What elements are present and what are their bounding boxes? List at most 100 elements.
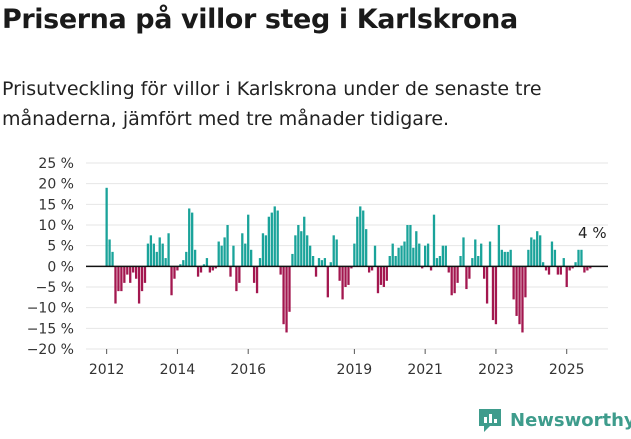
bar — [500, 249, 503, 267]
bar — [335, 239, 338, 267]
bar — [129, 266, 132, 283]
bar — [238, 266, 241, 283]
bar — [474, 239, 477, 267]
bar — [503, 251, 506, 267]
newsworthy-chart-icon — [479, 409, 501, 432]
bar — [258, 258, 262, 267]
x-tick-label: 2014 — [160, 362, 196, 378]
y-tick-label: −10 % — [27, 301, 74, 317]
bar — [388, 256, 391, 267]
bar — [264, 235, 268, 267]
bar — [524, 266, 527, 298]
bar — [196, 266, 200, 277]
y-tick-label: 5 % — [47, 239, 74, 255]
bar — [471, 258, 474, 267]
bar — [418, 243, 421, 267]
bar — [137, 266, 141, 304]
bar — [317, 258, 321, 267]
bar — [294, 235, 297, 267]
bar — [553, 249, 557, 267]
bar — [279, 266, 282, 275]
bar — [161, 243, 164, 267]
bar — [385, 266, 388, 281]
y-tick-label: −15 % — [27, 321, 74, 337]
y-tick-label: 10 % — [38, 218, 74, 234]
bar — [350, 266, 353, 269]
bar — [518, 266, 521, 325]
bar — [497, 225, 501, 267]
bar — [108, 239, 111, 267]
bar — [533, 239, 536, 267]
bar — [586, 266, 589, 271]
bar — [193, 249, 197, 267]
bar — [589, 266, 592, 269]
bar — [291, 253, 294, 267]
bar — [391, 243, 394, 267]
bar — [164, 258, 167, 267]
bar — [105, 187, 108, 267]
bar — [314, 266, 318, 277]
bar — [370, 266, 374, 271]
bar — [320, 260, 324, 267]
bar — [468, 266, 471, 279]
bar — [373, 245, 377, 267]
bar — [447, 266, 450, 273]
bar — [208, 266, 212, 273]
bar — [353, 243, 356, 267]
bar — [270, 212, 273, 267]
y-tick-label: −20 % — [27, 342, 74, 358]
bar — [140, 266, 144, 292]
bar — [132, 266, 135, 273]
bar — [220, 245, 223, 267]
bar — [397, 247, 400, 267]
bar — [344, 266, 347, 287]
bar — [544, 266, 548, 271]
bar — [365, 229, 368, 267]
bar — [438, 256, 442, 267]
bar — [285, 266, 288, 333]
bar — [506, 251, 509, 267]
bar — [376, 266, 380, 294]
bar — [583, 266, 586, 273]
bar — [424, 245, 427, 267]
bar — [134, 266, 138, 279]
bar — [426, 243, 430, 267]
bar — [547, 266, 551, 275]
bar — [444, 245, 447, 267]
brand-name: Newsworthy — [510, 409, 631, 431]
bar — [188, 208, 191, 267]
bar — [421, 266, 424, 269]
bar — [568, 266, 571, 271]
bar — [453, 266, 456, 294]
bar — [267, 216, 270, 267]
bar — [252, 266, 256, 283]
bar — [574, 262, 577, 267]
bar — [459, 256, 462, 267]
bar-chart: 25 % 20 % 15 % 10 % 5 % 0 % −5 % −10 % −15 % −20 … — [27, 156, 608, 378]
bar — [462, 237, 465, 267]
bar — [288, 266, 291, 312]
bar — [409, 225, 412, 267]
bar — [367, 266, 371, 273]
bar — [432, 214, 436, 267]
x-tick-label: 2025 — [549, 362, 585, 378]
bar — [530, 237, 533, 267]
bar — [155, 251, 158, 267]
bar — [527, 249, 530, 267]
bar — [182, 260, 185, 267]
bar — [412, 247, 415, 267]
bar — [539, 235, 542, 267]
bar — [303, 216, 306, 267]
bar — [297, 225, 300, 267]
bar — [435, 258, 439, 267]
bar — [273, 206, 276, 267]
bar — [491, 266, 495, 321]
bar — [562, 258, 565, 267]
bar — [247, 214, 250, 267]
bar — [382, 266, 386, 287]
bar — [176, 266, 179, 271]
bar — [359, 206, 362, 267]
gridlines — [86, 162, 608, 350]
bar — [338, 266, 341, 281]
bar — [173, 266, 176, 279]
